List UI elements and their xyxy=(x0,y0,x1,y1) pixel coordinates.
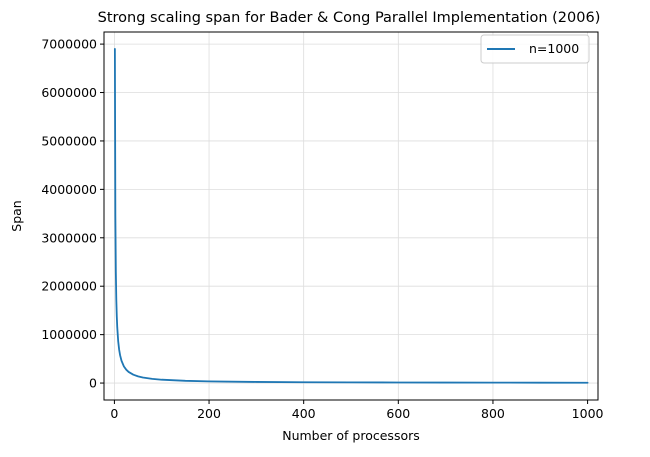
series-layer xyxy=(113,48,589,384)
y-tick-label: 6000000 xyxy=(41,85,97,100)
y-tick-label: 7000000 xyxy=(41,37,97,52)
x-tick-label: 200 xyxy=(197,406,221,421)
chart-title: Strong scaling span for Bader & Cong Par… xyxy=(98,10,601,26)
x-tick-label: 400 xyxy=(292,406,316,421)
y-tick-label: 3000000 xyxy=(41,230,97,245)
x-tick-label: 600 xyxy=(386,406,410,421)
grid xyxy=(104,32,598,400)
plot-frame xyxy=(103,31,599,401)
y-tick-label: 2000000 xyxy=(41,279,97,294)
series-line-n1000 xyxy=(113,48,589,384)
y-tick-label: 0 xyxy=(89,376,97,391)
y-tick-label: 4000000 xyxy=(41,182,97,197)
x-axis-label: Number of processors xyxy=(282,428,420,443)
y-tick-label: 1000000 xyxy=(41,327,97,342)
x-tick-label: 1000 xyxy=(572,406,604,421)
axis-ticks: 0 200 400 600 800 1000 0 1000000 2000000 3000000 4… xyxy=(41,37,603,421)
x-tick-label: 0 xyxy=(110,406,118,421)
y-tick-label: 5000000 xyxy=(41,133,97,148)
legend-box xyxy=(480,34,590,64)
y-axis-label: Span xyxy=(9,200,24,231)
legend-label-n1000: n=1000 xyxy=(529,41,579,56)
legend: n=1000 xyxy=(480,34,590,64)
x-tick-label: 800 xyxy=(481,406,505,421)
